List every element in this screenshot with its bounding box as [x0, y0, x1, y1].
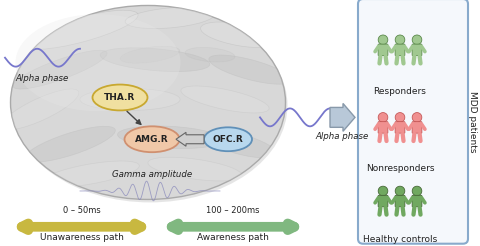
Text: AMG.R: AMG.R [135, 135, 169, 144]
FancyArrow shape [176, 132, 204, 146]
Circle shape [395, 186, 405, 196]
Ellipse shape [204, 127, 252, 151]
FancyBboxPatch shape [378, 44, 388, 56]
Text: Nonresponders: Nonresponders [366, 164, 434, 173]
Ellipse shape [204, 131, 276, 158]
Ellipse shape [41, 161, 139, 187]
FancyBboxPatch shape [412, 44, 422, 56]
FancyBboxPatch shape [395, 122, 405, 133]
Circle shape [378, 35, 388, 45]
Ellipse shape [124, 126, 180, 152]
FancyBboxPatch shape [395, 44, 405, 56]
Text: MDD patients: MDD patients [468, 91, 477, 152]
Ellipse shape [209, 55, 291, 84]
Ellipse shape [93, 85, 147, 110]
FancyArrow shape [330, 104, 355, 131]
Text: 100 – 200ms: 100 – 200ms [206, 206, 260, 215]
Text: 0 – 50ms: 0 – 50ms [62, 206, 100, 215]
Ellipse shape [100, 48, 210, 72]
Circle shape [412, 35, 422, 45]
Ellipse shape [11, 5, 286, 200]
Text: Awareness path: Awareness path [197, 233, 269, 242]
FancyBboxPatch shape [378, 122, 388, 133]
Ellipse shape [24, 126, 115, 162]
Text: THA.R: THA.R [104, 93, 136, 102]
FancyBboxPatch shape [412, 122, 422, 133]
Ellipse shape [120, 46, 180, 63]
Circle shape [412, 113, 422, 122]
Ellipse shape [185, 47, 235, 62]
Text: Healthy controls: Healthy controls [363, 235, 437, 244]
Text: Alpha phase: Alpha phase [315, 132, 368, 141]
Ellipse shape [125, 7, 215, 29]
Circle shape [395, 113, 405, 122]
Text: Responders: Responders [373, 87, 426, 95]
Circle shape [395, 35, 405, 45]
Ellipse shape [80, 89, 180, 110]
Ellipse shape [12, 8, 288, 202]
Ellipse shape [1, 89, 79, 130]
Ellipse shape [181, 86, 269, 113]
FancyBboxPatch shape [358, 0, 468, 244]
Circle shape [378, 113, 388, 122]
FancyBboxPatch shape [412, 195, 422, 207]
Text: Alpha phase: Alpha phase [15, 74, 69, 83]
Ellipse shape [118, 126, 222, 149]
Ellipse shape [15, 14, 180, 111]
FancyBboxPatch shape [378, 195, 388, 207]
Ellipse shape [148, 157, 242, 181]
Text: Unawareness path: Unawareness path [39, 233, 123, 242]
Ellipse shape [22, 10, 138, 49]
Circle shape [412, 186, 422, 196]
Ellipse shape [201, 22, 279, 48]
Text: Gamma amplitude: Gamma amplitude [112, 170, 192, 179]
Circle shape [378, 186, 388, 196]
FancyBboxPatch shape [395, 195, 405, 207]
Ellipse shape [13, 50, 107, 89]
Text: OFC.R: OFC.R [213, 135, 243, 144]
